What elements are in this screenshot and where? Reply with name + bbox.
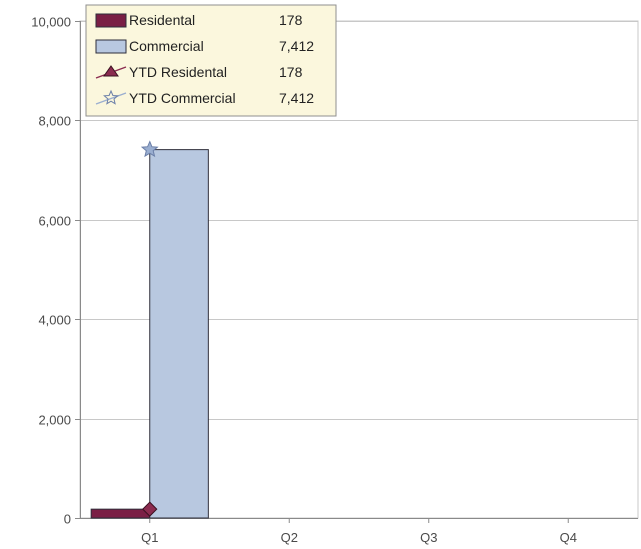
bar-commercial-q1 [149, 149, 209, 519]
y-tick-label: 8,000 [38, 114, 71, 129]
legend-value-ytd-residental: 178 [279, 64, 303, 80]
legend-line-ytd-commercial [95, 92, 127, 105]
legend-box [85, 4, 337, 117]
legend-swatch-commercial [95, 39, 127, 54]
marker-ytd-commercial-q1 [140, 140, 159, 158]
legend-value-residental: 178 [279, 12, 303, 28]
x-tick-label-q3: Q3 [420, 530, 437, 545]
legend-label-ytd-residental: YTD Residental [129, 64, 227, 80]
y-tick-label: 10,000 [31, 15, 71, 30]
legend-label-commercial: Commercial [129, 38, 204, 54]
y-tick-label: 6,000 [38, 214, 71, 229]
legend-label-ytd-commercial: YTD Commercial [129, 90, 236, 106]
markers [140, 140, 159, 517]
legend-label-residental: Residental [129, 12, 195, 28]
bar-residental-q1 [90, 508, 151, 519]
y-tick-label: 0 [64, 512, 71, 527]
legend: Residental 178 Commercial 7,412 YTD Resident… [85, 4, 337, 117]
x-tick-label-q1: Q1 [141, 530, 158, 545]
y-tick-label: 4,000 [38, 313, 71, 328]
legend-marker-ytd-commercial [103, 89, 119, 105]
legend-value-commercial: 7,412 [279, 38, 314, 54]
y-tick-label: 2,000 [38, 413, 71, 428]
legend-marker-ytd-residental [103, 65, 119, 77]
x-axis: Q1 Q2 Q3 Q4 [80, 518, 638, 545]
legend-value-ytd-commercial: 7,412 [279, 90, 314, 106]
legend-swatch-residental [95, 13, 127, 28]
bars [90, 149, 209, 519]
x-tick-label-q2: Q2 [281, 530, 298, 545]
marker-ytd-residental-q1 [142, 501, 158, 517]
x-tick-label-q4: Q4 [560, 530, 577, 545]
y-axis: 0 2,000 4,000 6,000 8,000 10,000 [31, 15, 81, 527]
